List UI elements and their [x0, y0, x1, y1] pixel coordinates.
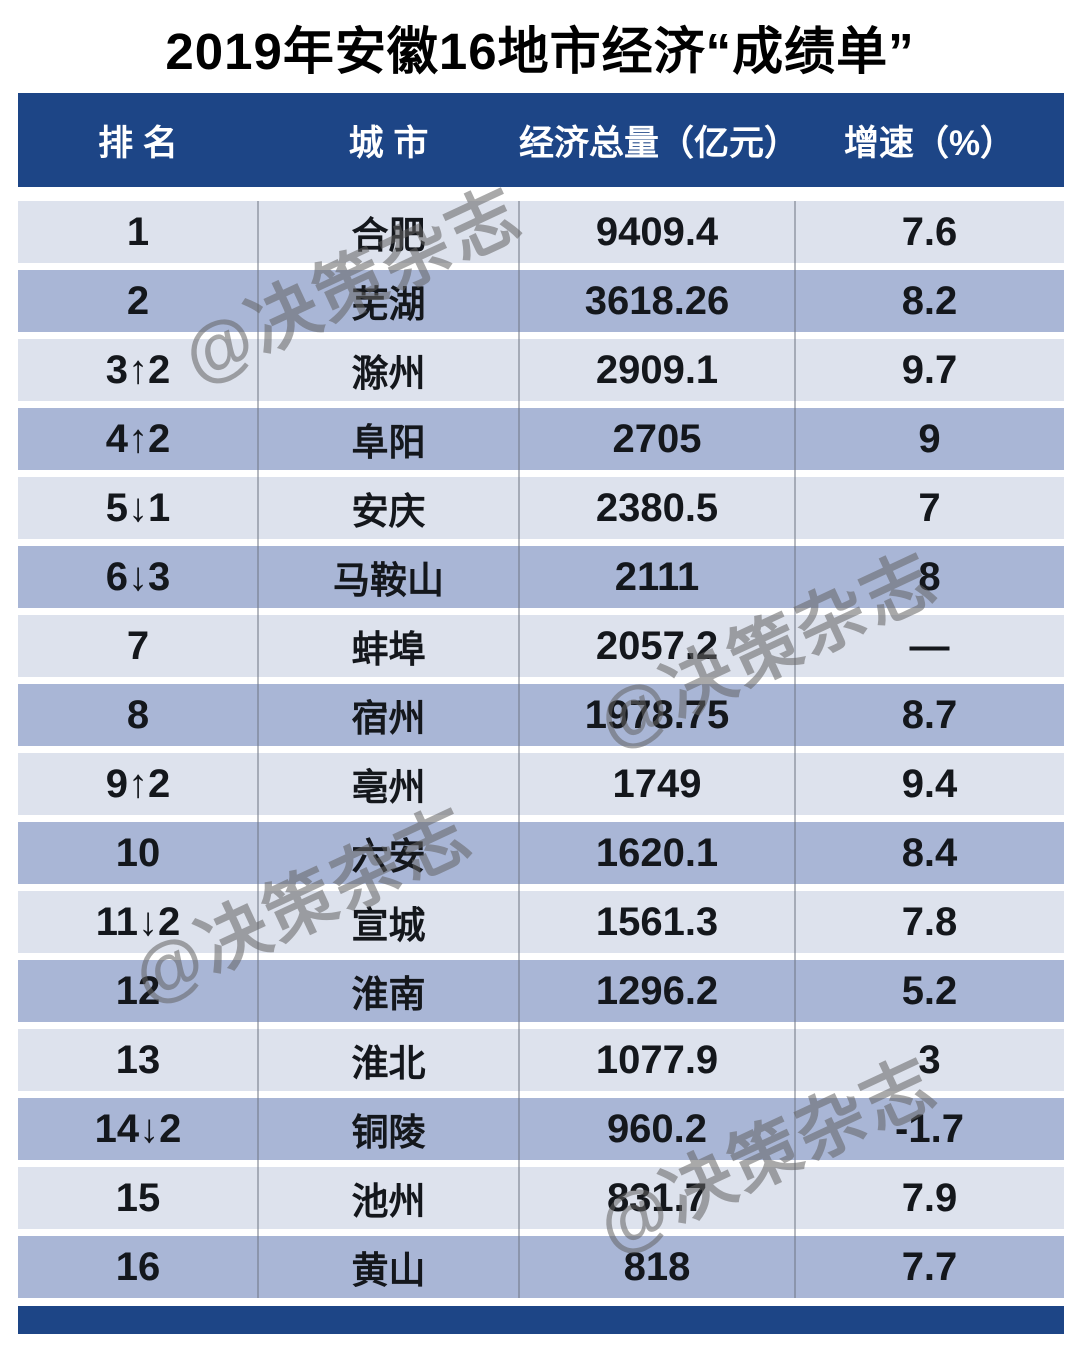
- city-cell: 蚌埠: [351, 629, 426, 670]
- column-header-gdp: 经济总量（亿元）: [519, 123, 800, 163]
- growth-cell: 7.6: [901, 209, 958, 254]
- gdp-cell: 1561.3: [595, 899, 719, 944]
- city-cell: 宣城: [351, 905, 426, 946]
- gdp-cell: 2380.5: [595, 485, 719, 530]
- growth-cell: 8.4: [901, 830, 958, 875]
- gdp-cell: 1749: [612, 761, 702, 806]
- table-row: 7 蚌埠 2057.2 —: [18, 615, 1064, 677]
- economy-ranking-table: 排 名 城 市 经济总量（亿元） 增速（%） 1 合肥 9409.4 7.6 2…: [18, 93, 1064, 1334]
- growth-cell: 9: [918, 416, 941, 461]
- rank-cell: 15: [115, 1175, 161, 1220]
- city-cell: 淮南: [351, 974, 426, 1015]
- rank-cell: 3↑2: [105, 347, 171, 392]
- city-cell: 合肥: [351, 215, 426, 256]
- city-cell: 阜阳: [351, 422, 426, 463]
- gdp-cell: 2909.1: [595, 347, 719, 392]
- growth-cell: 7.9: [901, 1175, 958, 1220]
- rank-cell: 6↓3: [105, 554, 171, 599]
- table-row: 12 淮南 1296.2 5.2: [18, 960, 1064, 1022]
- rank-cell: 1: [126, 209, 150, 254]
- growth-cell: 8.7: [901, 692, 958, 737]
- city-cell: 安庆: [351, 491, 426, 532]
- gdp-cell: 960.2: [606, 1106, 708, 1151]
- rank-cell: 13: [115, 1037, 161, 1082]
- table-row: 8 宿州 1978.75 8.7: [18, 684, 1064, 746]
- gdp-cell: 1978.75: [584, 692, 730, 737]
- column-divider: [518, 201, 520, 1298]
- city-cell: 六安: [351, 836, 426, 877]
- growth-cell: 5.2: [901, 968, 958, 1013]
- footer-bar: [18, 1306, 1064, 1334]
- growth-cell: 7.8: [901, 899, 958, 944]
- growth-cell: 9.7: [901, 347, 958, 392]
- gdp-cell: 3618.26: [584, 278, 730, 323]
- table-header-row: 排 名 城 市 经济总量（亿元） 增速（%）: [18, 93, 1064, 187]
- table-row: 3↑2 滁州 2909.1 9.7: [18, 339, 1064, 401]
- table-row: 6↓3 马鞍山 2111 8: [18, 546, 1064, 608]
- gdp-cell: 1620.1: [595, 830, 719, 875]
- city-cell: 滁州: [351, 353, 426, 394]
- growth-cell: 7: [918, 485, 941, 530]
- column-header-rank: 排 名: [98, 123, 178, 163]
- gdp-cell: 831.7: [606, 1175, 708, 1220]
- city-cell: 宿州: [351, 698, 426, 739]
- rank-cell: 14↓2: [94, 1106, 182, 1151]
- gdp-cell: 1077.9: [595, 1037, 719, 1082]
- gdp-cell: 9409.4: [595, 209, 719, 254]
- rank-cell: 9↑2: [105, 761, 171, 806]
- column-divider: [794, 201, 796, 1298]
- rank-cell: 16: [115, 1244, 161, 1289]
- table-row: 9↑2 亳州 1749 9.4: [18, 753, 1064, 815]
- table-row: 14↓2 铜陵 960.2 -1.7: [18, 1098, 1064, 1160]
- table-row: 5↓1 安庆 2380.5 7: [18, 477, 1064, 539]
- table-row: 16 黄山 818 7.7: [18, 1236, 1064, 1298]
- rank-cell: 10: [115, 830, 161, 875]
- gdp-cell: 2705: [612, 416, 702, 461]
- city-cell: 铜陵: [351, 1112, 426, 1153]
- growth-cell: 9.4: [901, 761, 958, 806]
- table-row: 10 六安 1620.1 8.4: [18, 822, 1064, 884]
- growth-cell: 3: [918, 1037, 941, 1082]
- rank-cell: 12: [115, 968, 161, 1013]
- rank-cell: 2: [126, 278, 150, 323]
- city-cell: 黄山: [351, 1250, 426, 1291]
- city-cell: 池州: [351, 1181, 426, 1222]
- growth-cell: 7.7: [901, 1244, 958, 1289]
- gdp-cell: 2111: [614, 554, 700, 599]
- column-divider: [257, 201, 259, 1298]
- rank-cell: 4↑2: [105, 416, 171, 461]
- table-row: 4↑2 阜阳 2705 9: [18, 408, 1064, 470]
- rank-cell: 11↓2: [95, 899, 181, 944]
- city-cell: 芜湖: [351, 284, 426, 325]
- table-body: 1 合肥 9409.4 7.6 2 芜湖 3618.26 8.2 3↑2 滁州 …: [18, 201, 1064, 1298]
- growth-cell: —: [909, 623, 950, 668]
- table-row: 15 池州 831.7 7.9: [18, 1167, 1064, 1229]
- gdp-cell: 818: [623, 1244, 691, 1289]
- rank-cell: 7: [126, 623, 150, 668]
- page-title: 2019年安徽16地市经济“成绩单”: [165, 22, 915, 80]
- city-cell: 淮北: [351, 1043, 426, 1084]
- gdp-cell: 1296.2: [595, 968, 719, 1013]
- city-cell: 马鞍山: [333, 560, 444, 601]
- table-row: 2 芜湖 3618.26 8.2: [18, 270, 1064, 332]
- growth-cell: -1.7: [895, 1106, 964, 1151]
- growth-cell: 8: [918, 554, 941, 599]
- growth-cell: 8.2: [901, 278, 958, 323]
- column-header-growth: 增速（%）: [843, 123, 1016, 163]
- column-header-city: 城 市: [348, 123, 429, 163]
- table-row: 11↓2 宣城 1561.3 7.8: [18, 891, 1064, 953]
- table-row: 1 合肥 9409.4 7.6: [18, 201, 1064, 263]
- rank-cell: 5↓1: [105, 485, 171, 530]
- rank-cell: 8: [126, 692, 150, 737]
- city-cell: 亳州: [351, 767, 426, 808]
- gdp-cell: 2057.2: [595, 623, 719, 668]
- table-row: 13 淮北 1077.9 3: [18, 1029, 1064, 1091]
